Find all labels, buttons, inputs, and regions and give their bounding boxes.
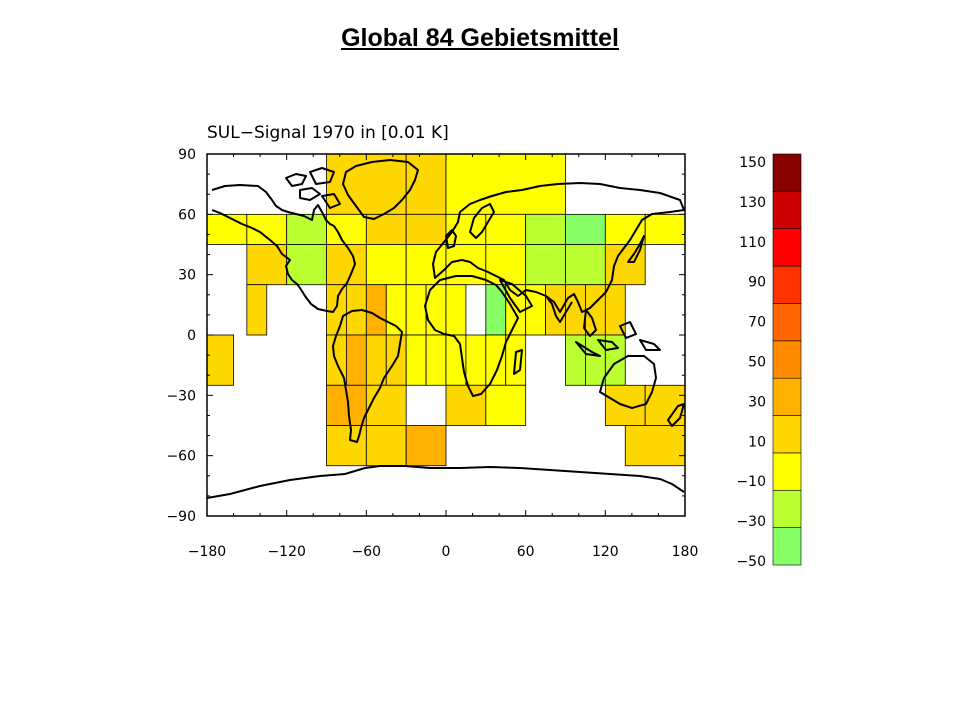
grid-cell xyxy=(405,425,447,467)
grid-cell xyxy=(525,213,566,245)
grid-cell xyxy=(405,213,447,245)
grid-cells xyxy=(206,153,686,467)
grid-cell xyxy=(346,334,367,386)
colorbar-tick-label: 110 xyxy=(739,235,766,251)
y-tick-label: 0 xyxy=(187,328,196,344)
grid-cell xyxy=(445,384,487,426)
grid-cell xyxy=(445,284,467,336)
colorbar-swatch xyxy=(772,228,802,267)
y-tick-label: −90 xyxy=(166,509,196,525)
grid-cell xyxy=(485,213,527,245)
coastline-antarctica xyxy=(206,465,685,499)
coastlines xyxy=(206,159,685,499)
x-tick-label: −120 xyxy=(267,544,305,560)
coastline-north-america xyxy=(211,184,356,313)
coastline-arctic-islands xyxy=(285,167,341,209)
grid-cell xyxy=(545,284,566,336)
grid-cell xyxy=(326,284,347,336)
coastline-australia xyxy=(599,355,657,409)
grid-cell xyxy=(206,334,234,386)
grid-cell xyxy=(485,384,527,426)
colorbar: 150 130 110 90 70 50 30 10 −10 −30 −50 xyxy=(736,153,802,570)
grid-cell xyxy=(326,244,367,286)
colorbar-tick-label: 150 xyxy=(739,155,766,171)
grid-cell xyxy=(246,284,268,336)
colorbar-tick-label: −10 xyxy=(736,474,766,490)
grid-cell xyxy=(604,284,626,336)
grid-cell xyxy=(286,213,327,245)
y-tick-label: −60 xyxy=(166,449,196,465)
grid-cell xyxy=(485,334,507,386)
colorbar-tick-label: 70 xyxy=(748,315,766,331)
x-tick-label: 60 xyxy=(517,544,535,560)
grid-cell xyxy=(365,384,407,426)
coastline-greenland xyxy=(342,159,419,220)
y-tick-label: 60 xyxy=(178,207,196,223)
grid-cell xyxy=(565,284,586,336)
grid-cell xyxy=(445,153,566,215)
grid-cell xyxy=(644,213,686,245)
grid-cell xyxy=(365,284,387,336)
grid-cell xyxy=(365,244,407,286)
colorbar-swatch xyxy=(772,340,802,379)
colorbar-swatch xyxy=(772,489,802,528)
plot-title: SUL−Signal 1970 in [0.01 K] xyxy=(207,123,449,143)
grid-cell xyxy=(286,244,327,286)
grid-cell xyxy=(585,334,606,386)
coastline-japan xyxy=(627,235,645,263)
x-tick-label: 180 xyxy=(672,544,699,560)
grid-cell xyxy=(405,334,427,386)
grid-cell xyxy=(565,213,606,245)
coastline-arabia xyxy=(499,279,533,313)
grid-cell xyxy=(206,213,248,245)
colorbar-swatch xyxy=(772,377,802,416)
coastline-eurasia xyxy=(432,182,685,313)
colorbar-swatch xyxy=(772,153,802,192)
colorbar-tick-label: 130 xyxy=(739,195,766,211)
colorbar-swatch xyxy=(772,452,802,491)
coastline-africa xyxy=(424,275,519,397)
coastline-british-isles xyxy=(445,229,457,249)
x-tick-label: −180 xyxy=(188,544,226,560)
grid-cell xyxy=(365,425,407,467)
y-tick-label: −30 xyxy=(166,388,196,404)
x-tick-label: 0 xyxy=(442,544,451,560)
colorbar-swatch xyxy=(772,527,802,566)
coastline-new-zealand xyxy=(667,403,685,427)
colorbar-tick-label: 90 xyxy=(748,275,766,291)
axis-ticks: −180 −120 −60 0 60 120 180 90 60 30 0 −30 −60 −90 xyxy=(166,147,698,560)
coastline-madagascar xyxy=(513,349,523,375)
colorbar-tick-label: −30 xyxy=(736,514,766,530)
grid-cell xyxy=(624,425,686,467)
coastline-scandinavia xyxy=(469,203,495,239)
grid-cell xyxy=(525,244,566,286)
grid-cell xyxy=(326,213,367,245)
colorbar-swatch xyxy=(772,415,802,454)
colorbar-swatch xyxy=(772,265,802,304)
slide-title: Global 84 Gebietsmittel xyxy=(341,24,619,52)
grid-cell xyxy=(604,213,646,245)
coastline-india xyxy=(545,295,573,323)
y-tick-label: 30 xyxy=(178,268,196,284)
colorbar-swatch xyxy=(772,303,802,342)
colorbar-tick-label: 50 xyxy=(748,355,766,371)
grid-cell xyxy=(425,334,447,386)
grid-cell xyxy=(465,334,487,386)
x-tick-label: −60 xyxy=(352,544,382,560)
grid-cell xyxy=(485,244,527,286)
y-tick-label: 90 xyxy=(178,147,196,163)
colorbar-swatch xyxy=(772,191,802,230)
colorbar-tick-label: 10 xyxy=(748,434,766,450)
grid-cell xyxy=(405,244,447,286)
colorbar-tick-label: 30 xyxy=(748,394,766,410)
coastline-south-america xyxy=(332,309,403,443)
grid-cell xyxy=(405,284,427,336)
coastline-southeast-asia xyxy=(575,309,661,357)
colorbar-tick-label: −50 xyxy=(736,554,766,570)
x-tick-label: 120 xyxy=(592,544,619,560)
grid-cell xyxy=(565,244,606,286)
